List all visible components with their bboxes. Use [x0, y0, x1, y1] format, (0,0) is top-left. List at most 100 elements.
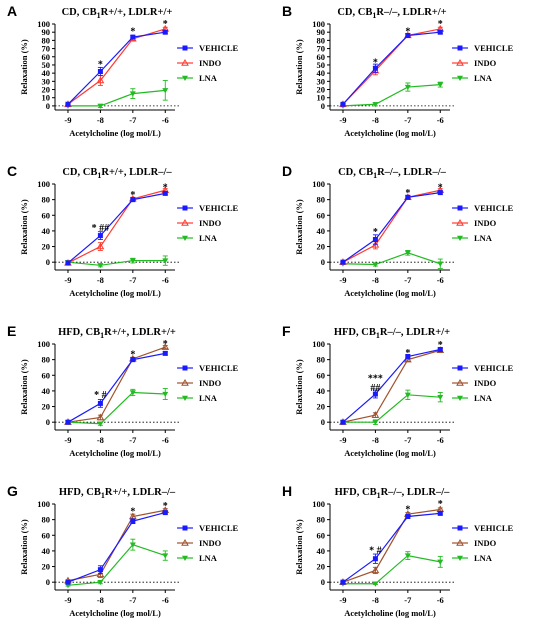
- x-tick-label: -6: [162, 435, 169, 445]
- y-tick-label: 100: [37, 339, 50, 349]
- vehicle-point-2: [130, 518, 136, 524]
- lna-point-legend: [182, 235, 188, 241]
- y-tick-label: 30: [42, 76, 51, 86]
- vehicle-point-legend: [457, 365, 463, 371]
- lna-point-3: [162, 553, 169, 559]
- series-line-indo: [67, 28, 166, 105]
- legend-label-lna: LNA: [199, 553, 218, 563]
- x-tick-label: -8: [372, 595, 379, 605]
- x-axis-label: Acetylcholine (log mol/L): [344, 448, 436, 458]
- panel-title: CD, CB1R+/+, LDLR–/–: [62, 167, 172, 180]
- vehicle-point-legend: [182, 205, 188, 211]
- x-tick-label: -7: [404, 115, 412, 125]
- vehicle-point-1: [97, 69, 103, 75]
- chart-panel-f: F HFD, CB1R–/–, LDLR+/+ 0 20 40 60 80 100 -9 -8 -7…: [282, 323, 514, 458]
- vehicle-point-3: [437, 190, 443, 196]
- y-tick-label: 80: [42, 35, 51, 45]
- y-tick-label: 90: [317, 27, 326, 37]
- significance-mark: *: [405, 505, 410, 516]
- x-tick-label: -9: [339, 435, 346, 445]
- lna-point-1: [372, 581, 379, 587]
- series-vehicle: [65, 510, 168, 585]
- indo-point-1: [371, 411, 380, 418]
- significance-mark: *: [130, 349, 135, 360]
- significance-mark: *: [405, 27, 410, 38]
- indo-point-1: [371, 566, 380, 574]
- y-tick-label: 40: [42, 546, 51, 556]
- series-lna: [339, 551, 444, 587]
- series-lna: [64, 388, 169, 427]
- series-indo: [64, 24, 170, 107]
- vehicle-point-0: [65, 260, 71, 266]
- series-line-vehicle: [342, 31, 441, 105]
- x-tick-label: -8: [97, 115, 104, 125]
- legend-label-lna: LNA: [199, 73, 218, 83]
- x-tick-label: -8: [372, 435, 379, 445]
- indo-point-legend: [456, 378, 464, 386]
- panel-title: CD, CB1R–/–, LDLR+/+: [337, 7, 446, 20]
- significance-mark: *: [405, 348, 410, 359]
- legend-label-lna: LNA: [199, 233, 218, 243]
- y-tick-label: 40: [42, 226, 51, 236]
- x-tick-label: -8: [372, 275, 379, 285]
- chart-panel-g: G HFD, CB1R+/+, LDLR–/– 0 20 40 60 80 100 -9 -8 -7…: [7, 483, 239, 618]
- y-tick-label: 100: [312, 19, 325, 29]
- y-tick-label: 20: [317, 402, 326, 412]
- legend: VEHICLE INDO LNA: [177, 203, 239, 243]
- y-tick-label: 100: [37, 19, 50, 29]
- significance-mark: *: [163, 501, 168, 512]
- series-lna: [339, 81, 444, 109]
- legend-label-indo: INDO: [474, 378, 497, 388]
- y-tick-label: 80: [317, 515, 326, 525]
- lna-point-3: [162, 258, 169, 264]
- series-line-indo: [342, 189, 441, 263]
- indo-point-1: [96, 413, 105, 421]
- y-tick-label: 0: [46, 101, 50, 111]
- lna-point-2: [404, 84, 411, 91]
- series-line-vehicle: [67, 31, 166, 105]
- vehicle-point-1: [97, 567, 103, 573]
- y-axis-label: Relaxation (%): [19, 519, 29, 575]
- chart-panel-c: C CD, CB1R+/+, LDLR–/– 0 20 40 60 80 100 -9 -8 -7 -…: [7, 163, 239, 298]
- y-tick-label: 20: [317, 562, 326, 572]
- legend: VEHICLE INDO LNA: [177, 523, 239, 563]
- panel-letter: B: [282, 3, 292, 19]
- vehicle-point-legend: [457, 45, 463, 51]
- legend-label-vehicle: VEHICLE: [199, 363, 239, 373]
- significance-mark: *: [130, 506, 135, 517]
- lna-point-legend: [182, 395, 188, 401]
- series-line-lna: [67, 260, 166, 266]
- indo-point-legend: [456, 218, 464, 226]
- x-axis-label: Acetylcholine (log mol/L): [69, 288, 161, 298]
- x-tick-label: -7: [129, 115, 137, 125]
- vehicle-point-0: [340, 101, 346, 107]
- y-tick-label: 100: [312, 499, 325, 509]
- vehicle-point-3: [437, 510, 443, 516]
- y-tick-label: 20: [42, 242, 51, 252]
- panel-title: HFD, CB1R–/–, LDLR+/+: [334, 327, 450, 340]
- y-tick-label: 20: [42, 562, 51, 572]
- legend-label-indo: INDO: [199, 218, 222, 228]
- y-tick-label: 0: [321, 257, 325, 267]
- series-line-lna: [342, 554, 441, 585]
- y-tick-label: 70: [42, 44, 51, 54]
- vehicle-point-2: [405, 194, 411, 200]
- x-tick-label: -6: [437, 435, 444, 445]
- significance-mark: *: [373, 227, 378, 238]
- chart-panel-b: B CD, CB1R–/–, LDLR+/+ 0102030405060708090…: [282, 3, 514, 138]
- vehicle-point-3: [162, 190, 168, 196]
- lna-point-3: [162, 391, 169, 398]
- y-axis-label: Relaxation (%): [19, 199, 29, 255]
- significance-mark: * ##: [92, 223, 110, 234]
- y-axis-label: Relaxation (%): [294, 39, 304, 95]
- x-tick-label: -6: [162, 115, 169, 125]
- legend-label-lna: LNA: [199, 393, 218, 403]
- y-tick-label: 0: [321, 417, 325, 427]
- y-tick-label: 60: [317, 210, 326, 220]
- y-tick-label: 60: [42, 530, 51, 540]
- y-tick-label: 40: [42, 386, 51, 396]
- y-tick-label: 80: [317, 355, 326, 365]
- y-tick-label: 60: [317, 370, 326, 380]
- panel-title: HFD, CB1R+/+, LDLR+/+: [58, 327, 176, 340]
